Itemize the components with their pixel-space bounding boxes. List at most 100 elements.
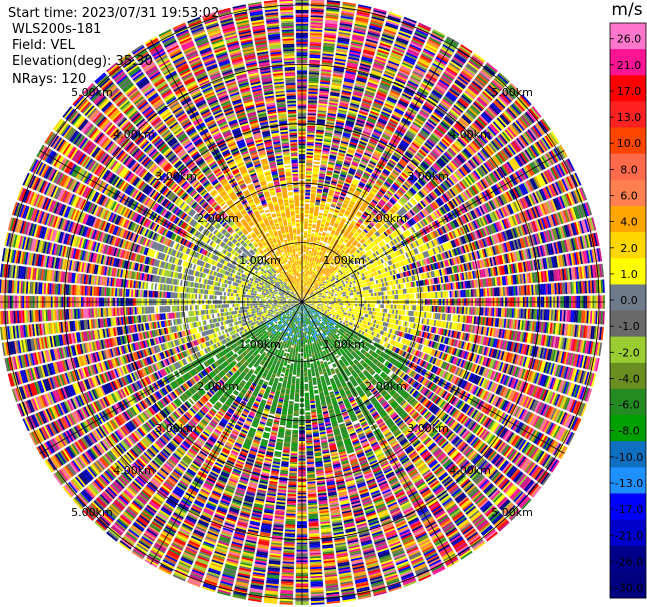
radar-gate	[310, 11, 324, 15]
radar-gate	[312, 175, 318, 179]
radar-gate	[302, 287, 304, 290]
radar-gate	[312, 170, 319, 173]
radar-gate	[310, 199, 316, 202]
radar-gate	[307, 134, 315, 137]
radar-gate	[304, 234, 307, 237]
radar-gate	[304, 271, 306, 274]
radar-gate	[308, 272, 311, 275]
radar-gate	[311, 186, 317, 189]
radar-gate	[310, 33, 322, 36]
radar-gate	[304, 230, 308, 233]
radar-gate	[309, 66, 320, 70]
radar-gate	[306, 279, 308, 282]
radar-gate	[424, 292, 427, 299]
radar-gate	[313, 156, 321, 159]
radar-gate	[313, 161, 320, 165]
radar-gate	[317, 298, 320, 300]
radar-gate	[307, 272, 309, 275]
radar-gate	[303, 278, 305, 281]
radar-gate	[304, 268, 307, 271]
radar-gate	[328, 295, 330, 297]
radar-gate	[309, 61, 320, 64]
radar-gate	[392, 295, 395, 300]
radar-gate	[353, 295, 356, 298]
radar-gate	[309, 68, 320, 71]
radar-gate	[405, 294, 408, 299]
radar-gate	[303, 280, 305, 283]
radar-gate	[309, 209, 314, 212]
radar-gate	[311, 0, 325, 2]
radar-gate	[397, 267, 401, 273]
radar-gate	[303, 286, 304, 288]
radar-gate	[306, 163, 313, 166]
radar-gate	[310, 34, 322, 38]
radar-gate	[307, 232, 311, 235]
radar-gate	[306, 275, 309, 278]
radar-gate	[307, 236, 311, 239]
radar-gate	[309, 45, 322, 48]
radar-gate	[303, 266, 305, 269]
radar-gate	[303, 262, 305, 265]
radar-gate	[316, 300, 318, 302]
radar-gate	[328, 299, 331, 302]
radar-gate	[302, 278, 304, 281]
radar-gate	[310, 24, 323, 27]
radar-gate	[421, 293, 424, 299]
radar-gate	[310, 27, 323, 31]
radar-gate	[309, 38, 322, 41]
radar-gate	[366, 297, 368, 301]
radar-gate	[308, 79, 319, 82]
radar-gate	[307, 234, 311, 237]
radar-gate	[303, 287, 304, 290]
radar-gate	[308, 222, 313, 225]
radar-gate	[306, 143, 314, 146]
radar-gate	[309, 59, 321, 63]
radar-gate	[302, 280, 304, 283]
radar-gate	[309, 65, 320, 68]
radar-gate	[308, 88, 318, 91]
radar-gate	[431, 292, 434, 299]
radar-gate	[308, 84, 319, 87]
radar-gate	[306, 252, 309, 255]
radar-gate	[310, 8, 324, 11]
radar-gate	[318, 300, 320, 302]
radar-gate	[304, 211, 309, 214]
radar-gate	[309, 215, 314, 218]
radar-gate	[314, 300, 317, 302]
radar-gate	[305, 277, 307, 280]
radar-gate	[326, 297, 329, 299]
radar-gate	[310, 36, 322, 39]
radar-gate	[384, 262, 388, 267]
radar-gate	[346, 298, 349, 301]
radar-gate	[311, 229, 315, 232]
radar-gate	[309, 300, 311, 302]
radar-gate	[357, 297, 359, 301]
radar-gate	[307, 274, 309, 276]
radar-gate	[306, 264, 309, 267]
radar-gate	[329, 295, 332, 297]
radar-gate	[302, 291, 304, 294]
radar-gate	[305, 173, 312, 176]
radar-gate	[333, 296, 336, 298]
radar-gate	[306, 145, 314, 148]
radar-gate	[334, 299, 336, 301]
radar-gate	[342, 298, 345, 301]
radar-gate	[306, 161, 313, 164]
radar-gate	[308, 82, 319, 86]
radar-gate	[303, 255, 306, 258]
radar-gate	[308, 267, 311, 269]
radar-gate	[306, 154, 313, 157]
radar-gate	[323, 299, 326, 301]
radar-gate	[358, 294, 361, 298]
radar-gate	[321, 297, 323, 299]
radar-gate	[327, 294, 330, 296]
radar-gate	[307, 118, 316, 121]
radar-gate	[302, 275, 304, 278]
radar-gate	[308, 218, 313, 221]
radar-gate	[387, 295, 390, 300]
radar-gate	[321, 299, 324, 301]
radar-gate	[378, 296, 381, 300]
radar-gate	[350, 298, 352, 301]
radar-gate	[307, 129, 315, 132]
radar-gate	[311, 188, 317, 191]
